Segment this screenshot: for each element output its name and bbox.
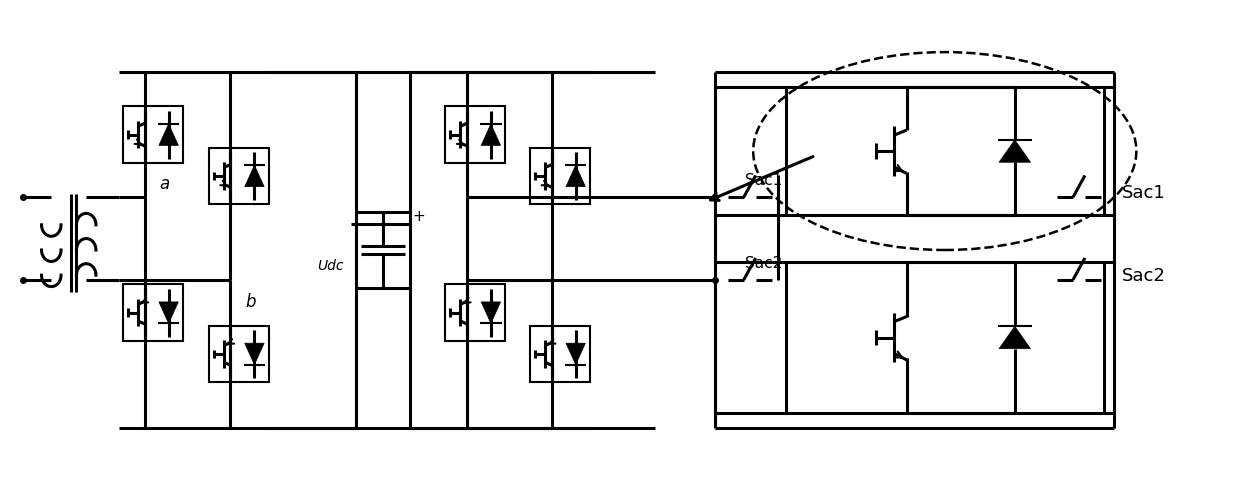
Polygon shape	[245, 166, 264, 187]
Text: Sac2: Sac2	[1121, 267, 1166, 284]
Polygon shape	[481, 125, 501, 146]
Bar	[530, 326, 590, 382]
Bar	[209, 326, 269, 382]
Text: Sac1: Sac1	[1121, 184, 1166, 202]
Polygon shape	[999, 327, 1031, 349]
Polygon shape	[159, 302, 178, 324]
Bar	[530, 148, 590, 205]
Polygon shape	[566, 344, 585, 365]
Text: Sac2: Sac2	[745, 256, 782, 271]
Bar	[445, 107, 506, 164]
Bar	[445, 285, 506, 341]
Polygon shape	[481, 302, 501, 324]
Bar	[209, 148, 269, 205]
Bar	[786, 263, 1104, 413]
Text: +: +	[413, 208, 425, 223]
Polygon shape	[566, 166, 585, 187]
Polygon shape	[245, 344, 264, 365]
Text: Udc: Udc	[317, 259, 343, 273]
Text: b: b	[245, 292, 256, 310]
Text: a: a	[160, 175, 170, 193]
Bar	[123, 285, 183, 341]
Bar	[123, 107, 183, 164]
Polygon shape	[999, 141, 1031, 163]
Polygon shape	[159, 125, 178, 146]
Bar	[786, 88, 1104, 216]
Text: Sac1: Sac1	[745, 173, 782, 188]
